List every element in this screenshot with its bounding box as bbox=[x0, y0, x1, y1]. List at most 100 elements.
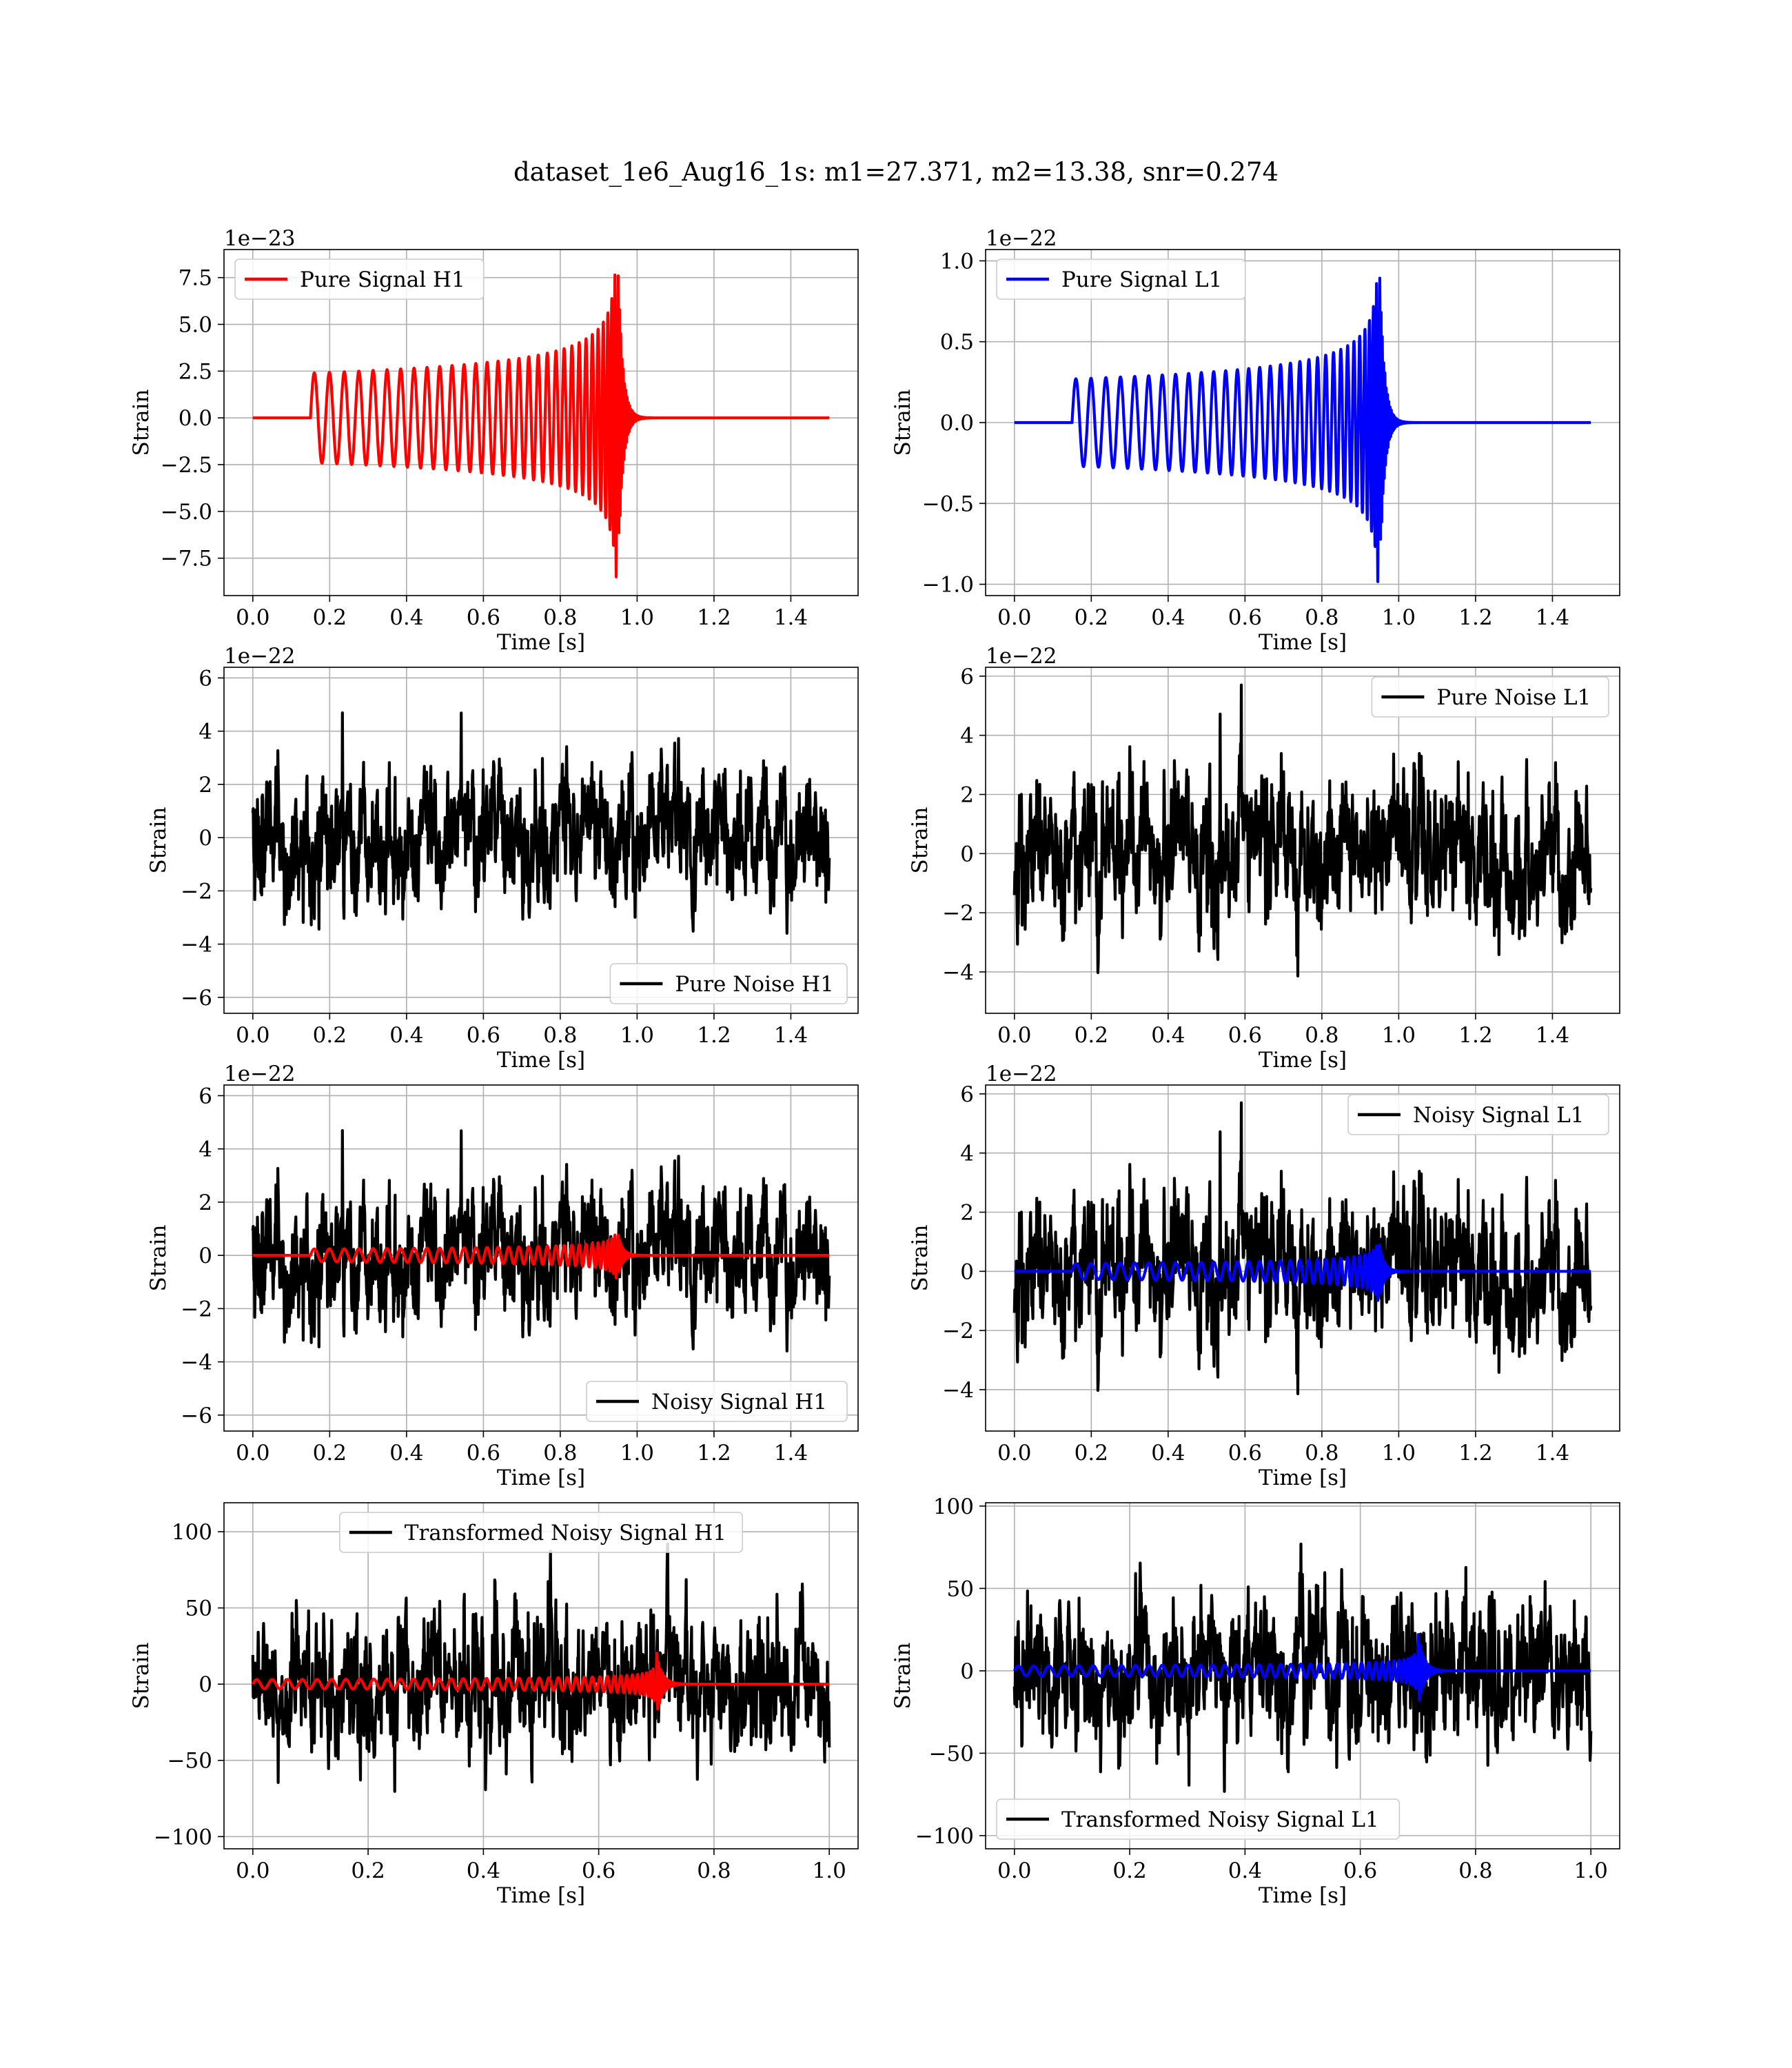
axes-frame bbox=[223, 249, 859, 596]
x-tick-label: 0.4 bbox=[389, 1023, 423, 1048]
legend-box bbox=[996, 258, 1246, 300]
x-axis-label: Time [s] bbox=[1259, 1883, 1347, 1908]
y-tick-label: 5.0 bbox=[179, 313, 212, 338]
y-tick-label: −2 bbox=[181, 879, 212, 904]
x-tick-label: 1.4 bbox=[1536, 605, 1569, 630]
x-tick-label: 1.0 bbox=[1574, 1858, 1608, 1883]
y-tick-label: 0 bbox=[198, 826, 212, 851]
x-tick-label: 0.6 bbox=[1343, 1858, 1377, 1883]
y-tick-label: 0.0 bbox=[179, 406, 212, 431]
y-tick-label: 0 bbox=[198, 1244, 212, 1268]
x-tick-label: 1.0 bbox=[1382, 1441, 1416, 1466]
y-axis-label: Strain bbox=[129, 1643, 154, 1710]
x-tick-label: 0.2 bbox=[1075, 605, 1108, 630]
x-tick-label: 0.6 bbox=[467, 605, 500, 630]
x-tick-label: 0.2 bbox=[1112, 1858, 1146, 1883]
series-line-1 bbox=[1012, 683, 1593, 977]
x-tick-label: 1.2 bbox=[697, 1441, 731, 1466]
legend: Pure Noise H1 bbox=[609, 963, 848, 1004]
y-tick-label: 6 bbox=[960, 665, 974, 689]
x-tick-label: 0.4 bbox=[1151, 1441, 1185, 1466]
y-tick-label: 0 bbox=[960, 842, 974, 866]
x-tick-label: 0.4 bbox=[389, 605, 423, 630]
y-tick-label: −2 bbox=[942, 1319, 974, 1344]
y-tick-label: −4 bbox=[942, 960, 974, 985]
y-axis-label: Strain bbox=[146, 807, 171, 874]
y-tick-label: −100 bbox=[915, 1824, 974, 1849]
y-tick-label: 1.0 bbox=[940, 249, 974, 274]
subplot-3: 0.0 0.2 0.4 0.6 0.8 1.0 1.2 1.4 −6 −4 −2 0 2 4 6 Time [… bbox=[146, 644, 859, 1073]
x-axis-label: Time [s] bbox=[497, 1883, 585, 1908]
legend: Transformed Noisy Signal H1 bbox=[338, 1512, 744, 1553]
legend-box bbox=[609, 963, 848, 1004]
y-axis-label: Strain bbox=[908, 1225, 933, 1292]
x-tick-label: 0.8 bbox=[543, 605, 577, 630]
legend: Transformed Noisy Signal L1 bbox=[996, 1798, 1401, 1840]
axis-offset-text: 1e−23 bbox=[224, 226, 296, 251]
y-tick-label: 2 bbox=[198, 1190, 212, 1215]
x-tick-label: 0.8 bbox=[1305, 605, 1338, 630]
y-tick-label: 0 bbox=[960, 1659, 974, 1684]
x-tick-label: 0.6 bbox=[582, 1858, 615, 1883]
legend-box bbox=[1371, 676, 1609, 718]
legend: Noisy Signal L1 bbox=[1347, 1094, 1609, 1135]
x-tick-label: 0.8 bbox=[1305, 1023, 1338, 1048]
x-tick-label: 1.4 bbox=[1536, 1023, 1569, 1048]
y-tick-label: 6 bbox=[198, 666, 212, 691]
legend-label: Transformed Noisy Signal H1 bbox=[405, 1521, 726, 1545]
y-tick-label: 0.5 bbox=[940, 330, 974, 355]
series-line-1 bbox=[1014, 276, 1592, 583]
y-tick-label: 4 bbox=[960, 724, 974, 749]
x-tick-label: 0.8 bbox=[1305, 1441, 1338, 1466]
y-tick-label: 4 bbox=[960, 1142, 974, 1166]
y-tick-label: 50 bbox=[185, 1596, 212, 1621]
y-tick-label: 6 bbox=[198, 1084, 212, 1108]
series-line-2 bbox=[251, 1652, 831, 1711]
y-tick-label: −2 bbox=[181, 1297, 212, 1321]
x-tick-label: 0.8 bbox=[697, 1858, 731, 1883]
x-tick-label: 1.0 bbox=[620, 1023, 654, 1048]
y-tick-label: −6 bbox=[181, 1403, 212, 1428]
axes-frame bbox=[985, 1502, 1620, 1849]
x-tick-label: 1.4 bbox=[774, 605, 808, 630]
y-tick-label: −4 bbox=[181, 1350, 212, 1375]
legend-label: Pure Signal H1 bbox=[300, 267, 465, 292]
x-tick-label: 1.4 bbox=[774, 1441, 808, 1466]
y-tick-label: −0.5 bbox=[922, 491, 974, 516]
x-tick-label: 0.0 bbox=[236, 1858, 269, 1883]
y-tick-label: 0 bbox=[960, 1259, 974, 1284]
y-axis-label: Strain bbox=[908, 807, 933, 874]
y-tick-label: −50 bbox=[929, 1741, 974, 1766]
axis-offset-text: 1e−22 bbox=[224, 644, 296, 669]
x-tick-label: 0.8 bbox=[543, 1441, 577, 1466]
y-tick-label: 2.5 bbox=[179, 359, 212, 384]
y-tick-label: 50 bbox=[947, 1577, 974, 1601]
x-tick-label: 0.0 bbox=[997, 1441, 1031, 1466]
y-tick-label: 7.5 bbox=[179, 266, 212, 291]
subplot-7: 0.0 0.2 0.4 0.6 0.8 1.0 −100 −50 0 50 100 Time [s] S… bbox=[129, 1502, 859, 1908]
legend-label: Noisy Signal L1 bbox=[1413, 1103, 1585, 1128]
x-tick-label: 0.6 bbox=[467, 1023, 500, 1048]
series-line-1 bbox=[1012, 1101, 1593, 1395]
axis-offset-text: 1e−22 bbox=[986, 1062, 1057, 1086]
x-tick-label: 0.2 bbox=[351, 1858, 385, 1883]
x-tick-label: 1.2 bbox=[1458, 1441, 1492, 1466]
x-tick-label: 1.4 bbox=[774, 1023, 808, 1048]
y-tick-label: −5.0 bbox=[161, 500, 212, 525]
x-tick-label: 1.4 bbox=[1536, 1441, 1569, 1466]
series-line-2 bbox=[252, 1233, 831, 1280]
x-tick-label: 0.0 bbox=[997, 605, 1031, 630]
x-tick-label: 0.4 bbox=[389, 1441, 423, 1466]
y-axis-label: Strain bbox=[890, 389, 915, 456]
y-tick-label: 2 bbox=[198, 773, 212, 798]
subplot-6: 0.0 0.2 0.4 0.6 0.8 1.0 1.2 1.4 −4 −2 0 2 4 6 Time [s]… bbox=[908, 1062, 1620, 1490]
x-tick-label: 0.0 bbox=[997, 1023, 1031, 1048]
x-tick-label: 0.4 bbox=[467, 1858, 500, 1883]
axis-offset-text: 1e−22 bbox=[224, 1062, 296, 1086]
x-tick-label: 0.4 bbox=[1228, 1858, 1262, 1883]
x-tick-label: 0.6 bbox=[467, 1441, 500, 1466]
x-tick-label: 0.0 bbox=[997, 1858, 1031, 1883]
y-tick-label: 6 bbox=[960, 1082, 974, 1107]
y-tick-label: 100 bbox=[933, 1494, 974, 1519]
y-tick-label: 100 bbox=[172, 1520, 212, 1545]
